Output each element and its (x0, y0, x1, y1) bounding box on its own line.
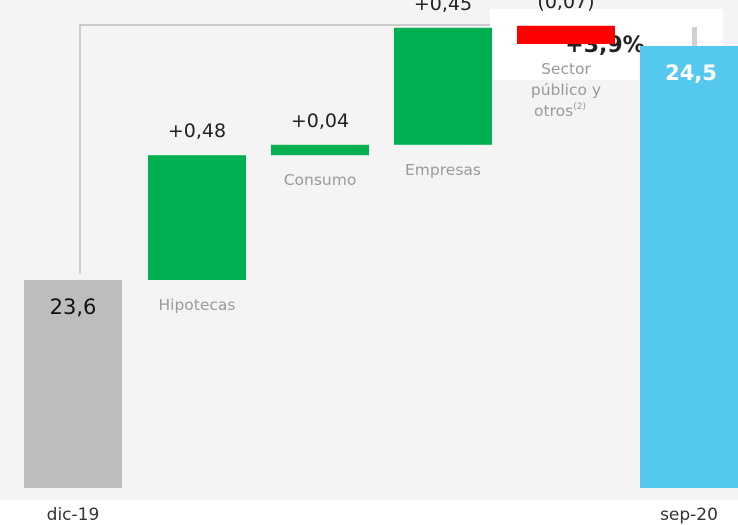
x-label-end: sep-20 (660, 505, 718, 525)
bar-step-1 (148, 155, 246, 280)
x-label-start: dic-19 (47, 505, 100, 525)
growth-marker-icon (692, 27, 697, 54)
bar-end (640, 46, 738, 488)
bar-step-4 (517, 25, 615, 44)
bar-step-2 (271, 144, 369, 156)
bar-start-value: 23,6 (50, 295, 97, 319)
bar-step-4-value: (0,07) (537, 0, 594, 13)
bar-start (24, 280, 122, 488)
bar-step-3 (394, 27, 492, 145)
bar-step-3-value: +0,45 (414, 0, 472, 15)
bar-step-2-category: Consumo (284, 171, 357, 189)
footnote-marker: (2) (573, 102, 586, 112)
bar-step-4-category-line-3: otros(2) (534, 102, 586, 120)
bar-step-4-category-line-2: público y (531, 81, 601, 99)
bar-step-3-category: Empresas (405, 161, 481, 179)
bar-end-value: 24,5 (665, 61, 717, 85)
chart-background (0, 0, 738, 500)
bar-step-2-value: +0,04 (291, 110, 349, 132)
bar-step-4-category-line-1: Sector (541, 60, 591, 78)
bar-step-1-category: Hipotecas (159, 296, 236, 314)
bar-step-1-value: +0,48 (168, 120, 226, 142)
